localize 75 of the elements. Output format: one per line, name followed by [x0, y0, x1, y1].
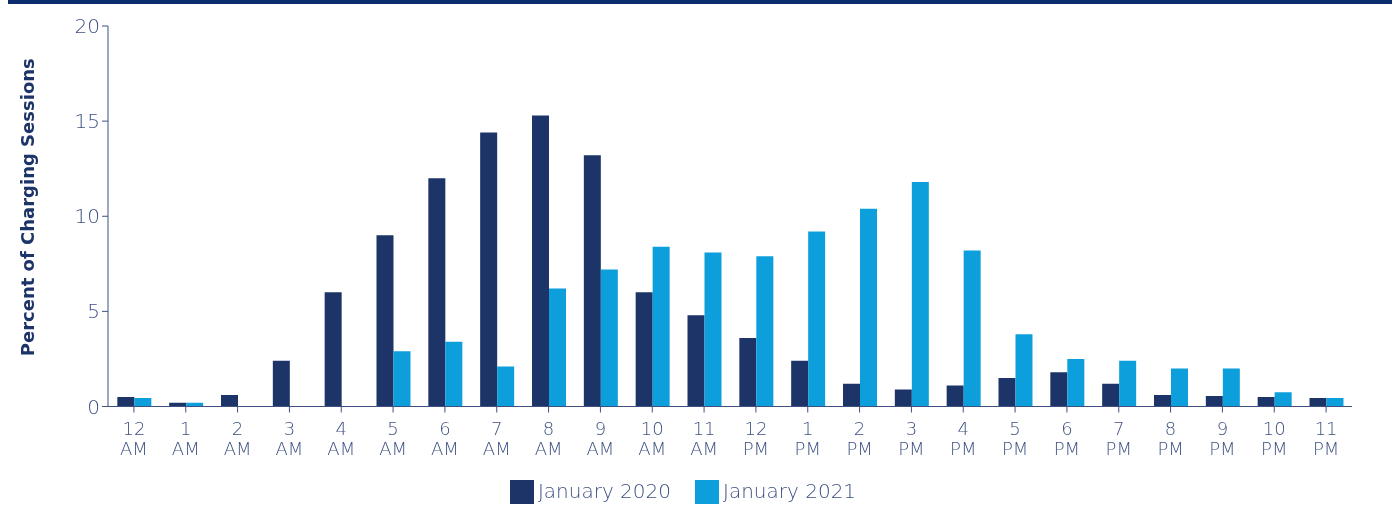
x-tick-label: 5 PM	[1001, 417, 1029, 459]
x-tick-label: 8 PM	[1157, 417, 1184, 459]
x-tick-label: 10 AM	[638, 417, 667, 459]
x-tick-label: 12 AM	[119, 417, 148, 459]
legend-label: January 2020	[537, 478, 671, 503]
bar	[687, 315, 705, 407]
bar	[583, 155, 601, 407]
x-tick-label: 9 PM	[1209, 417, 1236, 459]
y-axis-title: Percent of Charging Sessions	[17, 58, 39, 357]
bar	[911, 182, 929, 407]
bar	[635, 292, 653, 407]
bar	[1257, 396, 1275, 407]
bar	[704, 252, 722, 407]
x-tick-label: 3 PM	[898, 417, 925, 459]
bar	[445, 341, 463, 407]
x-tick-label: 1 PM	[794, 417, 821, 459]
bar	[480, 132, 498, 407]
x-tick-label: 2 PM	[846, 417, 873, 459]
bar	[549, 288, 566, 407]
bar	[600, 269, 618, 407]
x-tick-label: 9 AM	[586, 417, 615, 459]
bar	[894, 389, 912, 407]
bar	[1119, 360, 1137, 407]
x-tick-label: 5 AM	[379, 417, 408, 459]
bar	[1222, 368, 1240, 407]
y-tick-label: 5	[87, 299, 100, 324]
bar	[1205, 396, 1223, 407]
bar	[860, 208, 877, 407]
y-tick-label: 10	[74, 204, 100, 229]
bar	[1309, 397, 1327, 407]
bar	[652, 246, 670, 407]
bar	[946, 385, 964, 407]
bar	[963, 250, 981, 407]
bar	[117, 396, 135, 407]
bar	[843, 383, 860, 407]
bar	[1171, 368, 1188, 407]
x-tick-label: 10 PM	[1261, 417, 1288, 459]
x-tick-label: 11 PM	[1312, 417, 1340, 459]
bar	[428, 178, 446, 407]
y-tick-label: 0	[87, 394, 100, 419]
x-tick-label: 3 AM	[275, 417, 304, 459]
legend-label: January 2021	[723, 478, 857, 503]
x-tick-label: 7 PM	[1105, 417, 1132, 459]
bar	[376, 235, 394, 407]
x-tick-label: 8 AM	[534, 417, 563, 459]
x-tick-label: 4 PM	[950, 417, 977, 459]
bar	[393, 351, 411, 407]
x-tick-label: 7 AM	[482, 417, 511, 459]
bar	[324, 292, 342, 407]
x-tick-label: 2 AM	[223, 417, 252, 459]
x-tick-label: 12 PM	[742, 417, 770, 459]
x-tick-label: 1 AM	[171, 417, 200, 459]
bar	[1067, 358, 1085, 407]
bar	[532, 115, 549, 407]
bar	[1154, 395, 1171, 407]
bar	[808, 231, 826, 407]
bar	[998, 377, 1016, 407]
bar	[272, 360, 290, 407]
x-tick-label: 6 AM	[430, 417, 459, 459]
x-tick-label: 6 PM	[1053, 417, 1081, 459]
y-tick-label: 15	[74, 109, 100, 134]
bar	[1326, 397, 1344, 407]
bar	[221, 395, 238, 407]
x-tick-label: 4 AM	[327, 417, 356, 459]
bar	[791, 360, 809, 407]
bar	[1274, 392, 1292, 407]
bar	[1015, 334, 1033, 407]
bar	[134, 397, 152, 407]
bar	[1050, 372, 1068, 407]
bar	[497, 366, 515, 407]
bar	[1102, 383, 1120, 407]
bar	[756, 256, 774, 407]
x-tick-label: 11 AM	[690, 417, 719, 459]
bar	[739, 338, 757, 407]
y-tick-label: 20	[74, 14, 100, 39]
